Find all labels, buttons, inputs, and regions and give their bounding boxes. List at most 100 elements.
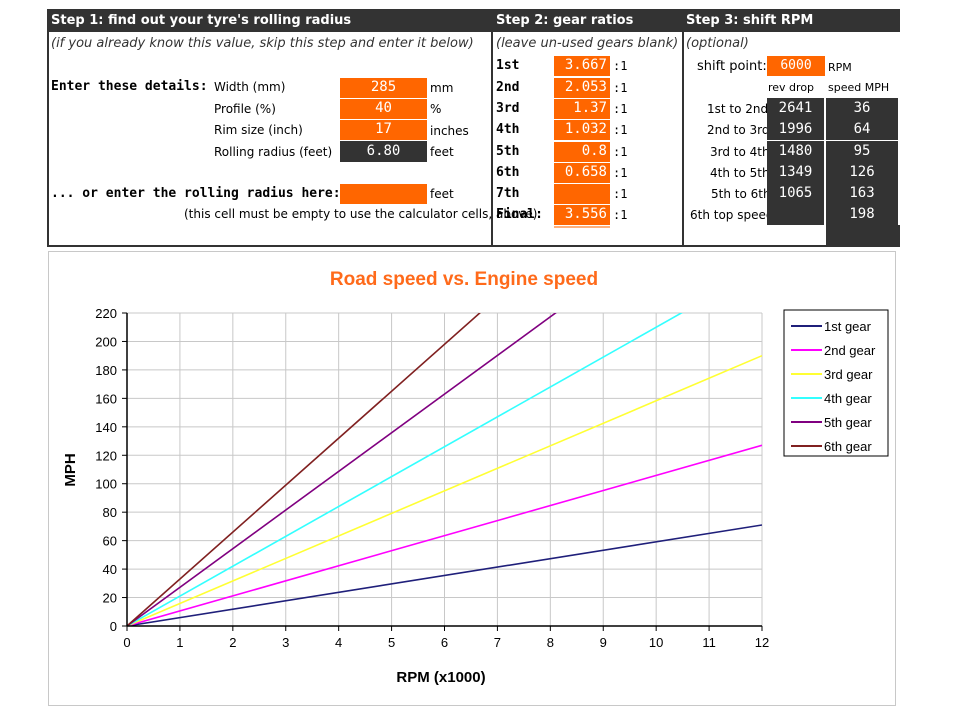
x-tick-label: 0 bbox=[123, 635, 130, 650]
gear-input-3rd[interactable]: 1.37 bbox=[554, 99, 610, 119]
y-tick-label: 200 bbox=[95, 334, 117, 349]
rolling-radius-override-input[interactable] bbox=[340, 184, 427, 204]
rolling-radius-label: Rolling radius (feet) bbox=[214, 145, 333, 159]
shift-point-input[interactable]: 6000 bbox=[767, 56, 825, 76]
legend-label: 1st gear bbox=[824, 319, 872, 334]
rev-drop-header: rev drop bbox=[768, 81, 815, 94]
x-axis-label: RPM (x1000) bbox=[396, 669, 485, 686]
series-line-4 bbox=[127, 313, 683, 626]
shift-point-unit: RPM bbox=[828, 61, 852, 74]
y-tick-label: 40 bbox=[103, 562, 117, 577]
enter-details-label: Enter these details: bbox=[51, 79, 208, 94]
gear-label-5th: 5th bbox=[496, 144, 520, 159]
gear-input-7th[interactable] bbox=[554, 184, 610, 204]
rolling-radius-value: 6.80 bbox=[340, 141, 427, 162]
gear-suffix-final: :1 bbox=[613, 208, 628, 222]
gear-label-6th: 6th bbox=[496, 165, 520, 180]
chart-legend: 1st gear 2nd gear 3rd gear 4th gear 5th gear… bbox=[783, 309, 889, 457]
shift-row-label: 5th to 6th bbox=[711, 187, 771, 201]
y-tick-label: 160 bbox=[95, 391, 117, 406]
y-tick-label: 20 bbox=[103, 591, 117, 606]
gear-suffix-4th: :1 bbox=[613, 123, 628, 137]
or-enter-label: ... or enter the rolling radius here: bbox=[51, 186, 341, 201]
rim-size-label: Rim size (inch) bbox=[214, 123, 303, 137]
gear-suffix-2nd: :1 bbox=[613, 81, 628, 95]
gear-label-2nd: 2nd bbox=[496, 80, 520, 95]
step2-header: Step 2: gear ratios bbox=[492, 9, 682, 32]
frame-divider-1 bbox=[491, 32, 493, 246]
gear-input-1st[interactable]: 3.667 bbox=[554, 56, 610, 76]
rev-drop-value: 1480 bbox=[767, 141, 824, 162]
width-unit: mm bbox=[430, 81, 454, 95]
override-note: (this cell must be empty to use the calc… bbox=[184, 207, 538, 221]
y-tick-label: 180 bbox=[95, 363, 117, 378]
x-tick-label: 4 bbox=[335, 635, 342, 650]
chart-title: Road speed vs. Engine speed bbox=[330, 269, 598, 290]
profile-label: Profile (%) bbox=[214, 102, 276, 116]
final-underline bbox=[554, 226, 610, 228]
gear-input-4th[interactable]: 1.032 bbox=[554, 120, 610, 140]
shift-speed-value: 126 bbox=[826, 162, 898, 183]
rev-drop-value: 1349 bbox=[767, 162, 824, 183]
series-line-3 bbox=[127, 354, 762, 626]
y-axis-label: MPH bbox=[62, 453, 79, 486]
gear-input-5th[interactable]: 0.8 bbox=[554, 142, 610, 162]
chart-axes: 0 1 2 3 4 5 6 7 8 9 10 11 12020406080100120140160180… bbox=[95, 306, 769, 650]
shift-row-label: 4th to 5th bbox=[710, 166, 770, 180]
width-input[interactable]: 285 bbox=[340, 78, 427, 98]
rim-size-unit: inches bbox=[430, 124, 469, 138]
legend-label: 5th gear bbox=[824, 415, 872, 430]
x-tick-label: 7 bbox=[494, 635, 501, 650]
legend-label: 2nd gear bbox=[824, 343, 876, 358]
rolling-radius-unit: feet bbox=[430, 145, 454, 159]
gear-suffix-5th: :1 bbox=[613, 145, 628, 159]
step1-header: Step 1: find out your tyre's rolling rad… bbox=[47, 9, 492, 32]
shift-speed-value: 95 bbox=[826, 141, 898, 162]
gear-suffix-7th: :1 bbox=[613, 187, 628, 201]
x-tick-label: 6 bbox=[441, 635, 448, 650]
x-tick-label: 3 bbox=[282, 635, 289, 650]
rim-size-input[interactable]: 17 bbox=[340, 120, 427, 140]
y-tick-label: 220 bbox=[95, 306, 117, 321]
gear-label-final: Final: bbox=[496, 207, 543, 222]
series-line-1 bbox=[127, 524, 762, 626]
legend-label: 3rd gear bbox=[824, 367, 873, 382]
y-tick-label: 120 bbox=[95, 448, 117, 463]
step3-header: Step 3: shift RPM bbox=[682, 9, 900, 32]
frame-bottom bbox=[47, 245, 900, 247]
series-line-6 bbox=[127, 313, 481, 626]
shift-row-label: 1st to 2nd bbox=[707, 102, 769, 116]
gear-suffix-6th: :1 bbox=[613, 166, 628, 180]
shift-row-label: 2nd to 3rd bbox=[707, 123, 770, 137]
rev-drop-value: 1996 bbox=[767, 119, 824, 140]
x-tick-label: 2 bbox=[229, 635, 236, 650]
shift-speed-value: 163 bbox=[826, 183, 898, 204]
x-tick-label: 9 bbox=[600, 635, 607, 650]
speed-column-tail bbox=[826, 225, 900, 246]
y-tick-label: 100 bbox=[95, 477, 117, 492]
profile-unit: % bbox=[430, 102, 442, 116]
rev-drop-value bbox=[767, 204, 824, 225]
profile-input[interactable]: 40 bbox=[340, 99, 427, 119]
series-line-2 bbox=[127, 444, 762, 626]
rev-drop-value: 2641 bbox=[767, 98, 824, 119]
gear-suffix-3rd: :1 bbox=[613, 102, 628, 116]
gear-label-1st: 1st bbox=[496, 58, 520, 73]
road-speed-chart: Road speed vs. Engine speed 0 1 2 3 4 5 6 7 8 9 10… bbox=[62, 269, 889, 686]
chart-grid bbox=[126, 312, 763, 627]
override-unit: feet bbox=[430, 187, 454, 201]
gear-input-final[interactable]: 3.556 bbox=[554, 205, 610, 225]
y-tick-label: 140 bbox=[95, 420, 117, 435]
gear-input-6th[interactable]: 0.658 bbox=[554, 163, 610, 183]
y-tick-label: 80 bbox=[103, 505, 117, 520]
step3-note: (optional) bbox=[686, 36, 749, 51]
y-tick-label: 60 bbox=[103, 534, 117, 549]
gear-label-4th: 4th bbox=[496, 122, 520, 137]
legend-label: 6th gear bbox=[824, 439, 872, 454]
shift-point-label: shift point: bbox=[697, 59, 767, 74]
gear-input-2nd[interactable]: 2.053 bbox=[554, 78, 610, 98]
step1-note: (if you already know this value, skip th… bbox=[51, 36, 474, 51]
x-tick-label: 10 bbox=[649, 635, 663, 650]
step2-note: (leave un-used gears blank) bbox=[496, 36, 679, 51]
x-tick-label: 1 bbox=[176, 635, 183, 650]
